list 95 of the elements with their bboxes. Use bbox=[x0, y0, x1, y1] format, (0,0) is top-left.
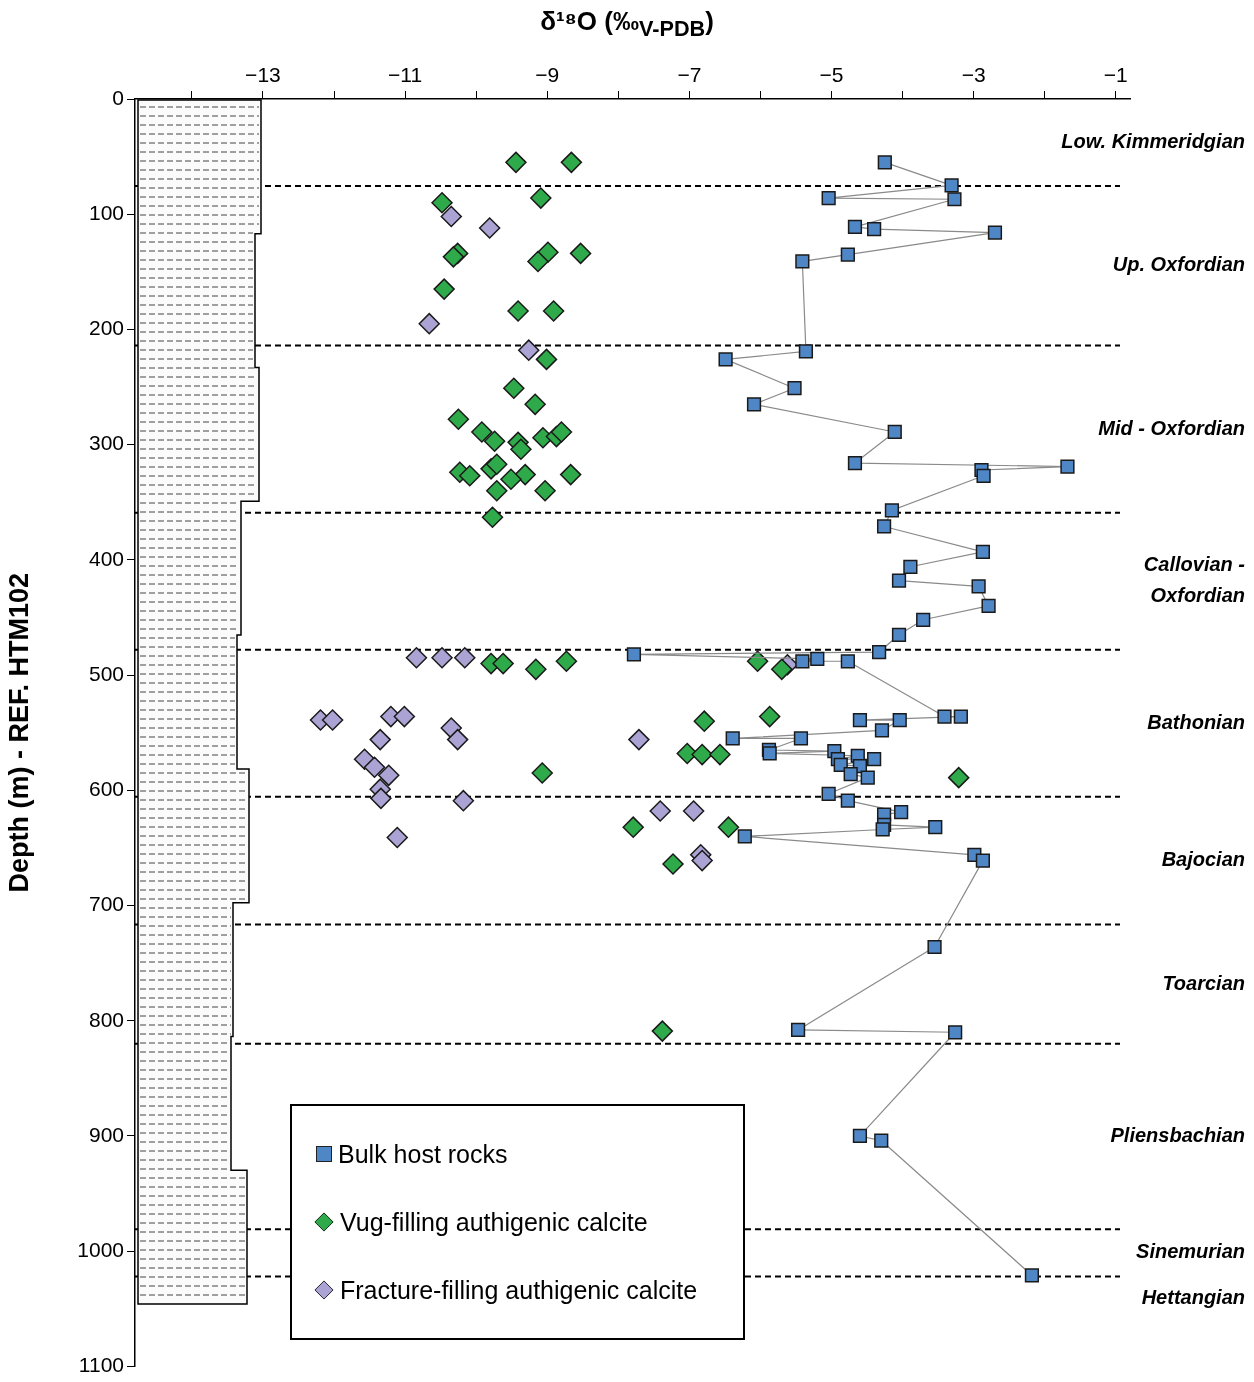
point bbox=[459, 465, 481, 487]
point bbox=[542, 300, 565, 322]
point bbox=[503, 377, 525, 399]
point bbox=[446, 728, 469, 751]
point bbox=[431, 191, 453, 214]
point bbox=[717, 816, 740, 838]
point bbox=[510, 438, 532, 461]
x-tick-label: −3 bbox=[961, 63, 986, 87]
point bbox=[709, 743, 731, 766]
y-tick-label: 800 bbox=[88, 1007, 124, 1031]
point bbox=[560, 151, 583, 174]
point bbox=[691, 743, 713, 766]
point bbox=[377, 764, 400, 787]
point bbox=[447, 408, 470, 431]
point bbox=[431, 647, 453, 669]
x-tick-label: −9 bbox=[535, 63, 560, 87]
y-tick-label: 1100 bbox=[78, 1353, 124, 1377]
text: Bathonian bbox=[1147, 710, 1245, 733]
point bbox=[555, 650, 578, 673]
y-axis-title: Depth (m) - REF. HTM102 bbox=[3, 572, 34, 893]
point bbox=[418, 312, 440, 335]
annotation: Up. Oxfordian bbox=[1112, 253, 1245, 276]
point bbox=[628, 728, 650, 751]
point bbox=[649, 800, 671, 822]
y-tick-label: 300 bbox=[88, 431, 124, 455]
point bbox=[947, 766, 970, 789]
point bbox=[369, 728, 391, 751]
point bbox=[481, 506, 504, 528]
point bbox=[662, 853, 684, 875]
point bbox=[405, 647, 428, 669]
point bbox=[559, 463, 582, 486]
point bbox=[478, 217, 501, 239]
annotation: Pliensbachian bbox=[1110, 1124, 1245, 1147]
point bbox=[527, 250, 549, 273]
annotation: Mid - Oxfordian bbox=[1098, 416, 1245, 439]
point bbox=[691, 849, 713, 872]
point bbox=[393, 705, 416, 728]
point bbox=[771, 658, 793, 681]
annotation: Low. Kimmeridgian bbox=[1061, 130, 1245, 153]
point bbox=[550, 421, 573, 443]
x-tick-label: −1 bbox=[1103, 63, 1128, 87]
text: Hettangian bbox=[1141, 1286, 1245, 1309]
legend-label: Fracture-filling authigenic calcite bbox=[340, 1275, 698, 1305]
point bbox=[505, 151, 527, 174]
point bbox=[483, 430, 506, 452]
point bbox=[524, 393, 546, 416]
point bbox=[676, 742, 698, 765]
y-tick-label: 600 bbox=[88, 777, 124, 801]
point bbox=[530, 187, 552, 209]
point bbox=[525, 658, 547, 681]
y-tick-label: 100 bbox=[88, 201, 124, 225]
point bbox=[486, 479, 508, 502]
text: Callovian - Oxfordian bbox=[1143, 553, 1246, 607]
legend-label: Bulk host rocks bbox=[338, 1139, 508, 1169]
point bbox=[693, 710, 716, 732]
y-tick-label: 700 bbox=[88, 892, 124, 916]
point bbox=[507, 300, 529, 322]
point bbox=[682, 800, 705, 822]
y-tick-label: 0 bbox=[112, 85, 124, 109]
x-tick-label: −7 bbox=[677, 63, 702, 87]
point bbox=[440, 205, 463, 228]
point bbox=[452, 789, 475, 812]
y-tick-label: 500 bbox=[88, 661, 124, 685]
x-tick-label: −11 bbox=[388, 63, 423, 87]
point bbox=[386, 826, 408, 849]
point bbox=[363, 756, 386, 779]
text: Sinemurian bbox=[1136, 1240, 1245, 1263]
point bbox=[622, 816, 644, 838]
x-tick-label: −5 bbox=[819, 63, 844, 87]
point bbox=[321, 709, 344, 731]
y-tick-label: 1000 bbox=[77, 1237, 124, 1261]
y-tick-label: 400 bbox=[88, 546, 124, 570]
point bbox=[746, 650, 769, 673]
point bbox=[492, 652, 514, 675]
point bbox=[534, 479, 556, 502]
point bbox=[471, 421, 493, 443]
text: Toarcian bbox=[1162, 971, 1245, 994]
text: Bajocian bbox=[1161, 848, 1245, 871]
point bbox=[758, 705, 781, 728]
point bbox=[433, 278, 455, 300]
point bbox=[454, 647, 476, 669]
point bbox=[569, 242, 592, 265]
y-tick-label: 200 bbox=[88, 316, 124, 340]
point bbox=[531, 762, 553, 784]
point bbox=[517, 339, 540, 361]
point bbox=[535, 348, 558, 371]
legend-label: Vug-filling authigenic calcite bbox=[340, 1207, 648, 1237]
x-tick-label: −13 bbox=[245, 63, 281, 87]
point bbox=[370, 787, 392, 810]
x-axis-title: δ¹⁸O (‰$_{V-PDB}$) bbox=[539, 6, 715, 43]
y-tick-label: 900 bbox=[88, 1122, 124, 1146]
point bbox=[651, 1020, 674, 1042]
point bbox=[486, 453, 508, 475]
point bbox=[514, 463, 536, 486]
point bbox=[500, 468, 522, 490]
